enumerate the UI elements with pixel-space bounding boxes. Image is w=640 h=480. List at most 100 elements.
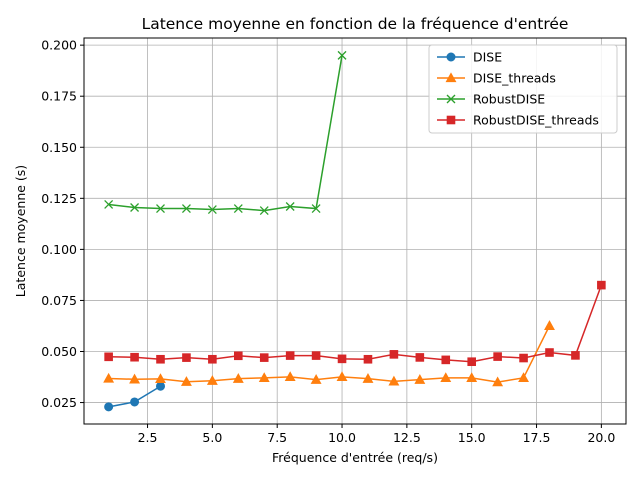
data-point-robustdise-threads [182,353,191,362]
y-tick-label: 0.100 [41,242,77,257]
plot-frame [83,37,627,425]
data-point-robustdise-threads [519,353,528,363]
data-point-robustdise-threads [441,355,451,365]
y-tick-label: 0.075 [41,293,77,308]
data-point-robustdise-threads [285,351,295,360]
data-point-dise-threads [388,375,400,386]
legend: DISE DISE_threads RobustDISE RobustDISE_thr… [428,44,618,134]
x-marker-stroke [181,204,191,213]
y-tick-label: 0.125 [41,191,77,206]
plot-series [103,50,606,412]
x-tick-label: 15.0 [458,430,486,445]
data-point-robustdise-threads [415,353,425,362]
data-point-robustdise [259,206,269,216]
x-marker-stroke [207,205,217,215]
data-point-robustdise-threads [130,352,139,362]
data-point-robustdise [285,202,295,211]
data-point-dise-threads [310,374,322,384]
data-point-dise [156,381,166,391]
data-point-dise-threads [544,320,555,330]
series-dise-threads [103,320,555,387]
x-marker-stroke [337,50,347,60]
x-axis-label: Fréquence d'entrée (req/s) [272,450,438,465]
series-dise [104,381,166,412]
data-point-robustdise-threads [311,351,321,360]
data-point-robustdise-threads [545,348,554,357]
data-point-dise-threads [518,372,530,383]
data-point-dise-threads [492,376,504,387]
x-tick-label: 20.0 [587,430,615,445]
x-marker-stroke [285,202,295,211]
x-marker-stroke [156,204,165,213]
data-point-dise-threads [155,373,166,384]
data-point-dise-threads [232,373,244,383]
data-point-robustdise-threads [571,351,580,360]
legend-marker [446,52,456,62]
x-tick-label: 10.0 [328,430,356,445]
x-marker-stroke [311,204,321,213]
y-tick-label: 0.025 [41,395,77,410]
data-point-dise [104,402,114,412]
y-axis-ticks: 0.025 0.050 0.075 0.100 0.125 0.150 0.175 0.200 [41,38,84,410]
legend-label: DISE [473,50,502,65]
data-point-robustdise-threads [493,352,502,361]
legend-box [428,44,618,134]
data-point-dise-threads [103,372,115,383]
data-point-dise-threads [129,373,141,384]
x-tick-label: 7.5 [267,430,287,445]
y-tick-label: 0.150 [41,140,77,155]
data-point-robustdise [233,204,243,213]
x-marker-stroke [446,94,456,104]
series-line-robustdise-threads [108,284,603,363]
data-point-robustdise [337,50,347,60]
data-point-robustdise-threads [104,352,113,362]
x-marker-stroke [130,203,140,212]
x-tick-label: 12.5 [393,430,421,445]
x-axis-ticks: 2.5 5.0 7.5 10.0 12.5 15.0 17.5 20.0 [138,424,615,445]
legend-marker [445,72,457,83]
y-tick-label: 0.200 [41,38,77,53]
data-point-dise-threads [336,371,348,382]
data-point-dise-threads [284,371,296,382]
data-point-dise-threads [258,372,270,383]
data-point-robustdise [104,199,114,209]
data-point-dise-threads [180,376,192,386]
data-point-robustdise [130,203,140,212]
y-axis-label: Latence moyenne (s) [13,165,28,297]
legend-marker [446,115,456,125]
data-point-robustdise-threads [363,354,373,364]
x-marker-stroke [104,199,114,209]
y-tick-label: 0.050 [41,344,77,359]
series-line-dise-threads [108,325,551,383]
data-point-robustdise-threads [234,351,243,361]
y-tick-label: 0.175 [41,89,77,104]
series-robustdise [104,50,347,216]
data-point-robustdise-threads [389,350,399,359]
legend-label: DISE_threads [473,71,556,86]
chart-title: Latence moyenne en fonction de la fréque… [142,15,569,33]
data-point-dise-threads [362,373,374,383]
data-point-robustdise-threads [208,354,217,364]
data-point-robustdise [311,204,321,213]
data-point-dise-threads [206,375,218,385]
x-marker-stroke [233,204,243,213]
data-point-robustdise-threads [467,357,476,367]
data-point-dise-threads [466,372,478,383]
data-point-robustdise [156,204,165,213]
x-tick-label: 2.5 [138,430,158,445]
legend-entry-dise: DISE [437,50,502,65]
data-point-robustdise [181,204,191,213]
x-tick-label: 5.0 [202,430,222,445]
series-line-robustdise [108,55,343,212]
data-point-robustdise-threads [597,280,606,290]
data-point-robustdise-threads [156,354,165,364]
x-tick-label: 17.5 [523,430,551,445]
data-point-dise-threads [414,374,426,384]
data-point-robustdise-threads [337,354,347,364]
legend-label: RobustDISE [473,92,545,107]
series-robustdise-threads [104,280,606,367]
legend-entry-robustdise-threads: RobustDISE_threads [437,113,599,128]
x-marker-stroke [259,206,269,216]
legend-label: RobustDISE_threads [473,113,599,128]
data-point-dise [130,397,140,407]
